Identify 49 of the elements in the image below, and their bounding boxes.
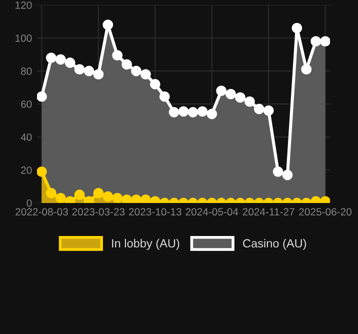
point xyxy=(168,107,180,118)
y-tick-label: 40 xyxy=(20,134,32,141)
y-tick-label: 100 xyxy=(16,34,32,42)
point xyxy=(244,96,255,107)
point xyxy=(140,194,151,203)
point xyxy=(178,106,189,117)
point xyxy=(197,106,208,117)
point xyxy=(122,194,132,203)
x-tick-label: 2022-08-03 xyxy=(16,208,68,216)
legend-label: In lobby (AU) xyxy=(112,238,180,250)
point xyxy=(292,22,302,34)
point xyxy=(37,166,47,177)
x-tick-label: 2025-06-20 xyxy=(299,208,352,216)
x-tick-label: 2024-05-04 xyxy=(186,208,238,216)
y-tick-label: 0 xyxy=(26,200,32,207)
x-tick-label: 2023-03-23 xyxy=(72,208,125,216)
point xyxy=(74,64,85,75)
point xyxy=(216,86,227,96)
point xyxy=(84,66,94,76)
point xyxy=(131,66,142,76)
point xyxy=(235,92,246,103)
point xyxy=(188,107,198,118)
point xyxy=(140,69,151,80)
y-tick-label: 120 xyxy=(16,2,32,9)
point xyxy=(46,52,56,64)
point xyxy=(112,50,123,61)
point xyxy=(159,91,170,102)
y-tick-label: 80 xyxy=(21,68,32,75)
legend-label: Casino (AU) xyxy=(243,238,306,250)
point xyxy=(254,104,264,114)
point xyxy=(93,69,104,80)
point xyxy=(272,166,284,177)
point xyxy=(263,105,274,116)
point xyxy=(310,36,322,47)
point xyxy=(320,36,330,47)
point xyxy=(55,54,66,65)
point xyxy=(64,58,76,68)
x-tick-label: 2023-10-13 xyxy=(129,208,182,216)
y-tick-label: 60 xyxy=(21,100,32,108)
point xyxy=(150,78,160,90)
y-tick-label: 20 xyxy=(21,166,32,174)
point xyxy=(102,20,114,30)
x-tick-label: 2024-11-27 xyxy=(242,208,294,216)
point xyxy=(122,59,132,70)
point xyxy=(206,108,218,120)
point xyxy=(301,64,312,75)
point xyxy=(131,194,142,203)
point xyxy=(226,88,236,100)
point xyxy=(37,91,47,102)
